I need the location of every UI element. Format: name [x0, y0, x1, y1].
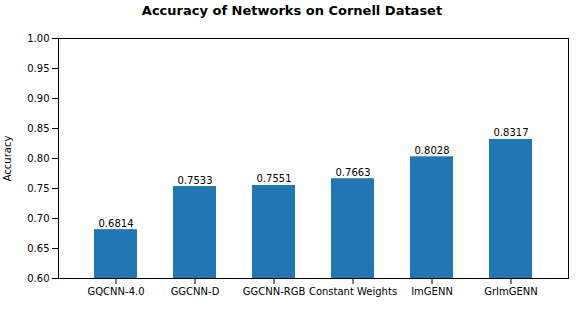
svg-text:GrImGENN: GrImGENN: [484, 286, 538, 297]
svg-text:1.00: 1.00: [27, 33, 49, 44]
svg-text:GQCNN-4.0: GQCNN-4.0: [87, 286, 144, 297]
svg-text:0.7663: 0.7663: [336, 167, 371, 178]
svg-text:0.8028: 0.8028: [415, 145, 450, 156]
svg-text:0.90: 0.90: [27, 93, 49, 104]
svg-text:0.80: 0.80: [27, 153, 49, 164]
svg-text:0.60: 0.60: [27, 273, 49, 284]
svg-text:0.85: 0.85: [27, 123, 49, 134]
svg-text:Constant Weights: Constant Weights: [309, 286, 397, 297]
html-text:Accuracy of Networks on Cornel: Accuracy of Networks on Cornell Dataset: [141, 3, 443, 18]
svg-text:0.8317: 0.8317: [494, 127, 529, 138]
svg-text:Accuracy: Accuracy: [2, 136, 13, 182]
svg-text:ImGENN: ImGENN: [411, 286, 453, 297]
svg-text:0.65: 0.65: [27, 243, 49, 254]
svg-text:0.95: 0.95: [27, 63, 49, 74]
svg-text:0.7533: 0.7533: [178, 175, 213, 186]
svg-text:0.6814: 0.6814: [99, 218, 134, 229]
svg-text:0.70: 0.70: [27, 213, 49, 224]
svg-text:GGCNN-D: GGCNN-D: [171, 286, 220, 297]
svg-text:0.75: 0.75: [27, 183, 49, 194]
svg-text:GGCNN-RGB: GGCNN-RGB: [243, 286, 306, 297]
svg-text:0.7551: 0.7551: [257, 173, 292, 184]
